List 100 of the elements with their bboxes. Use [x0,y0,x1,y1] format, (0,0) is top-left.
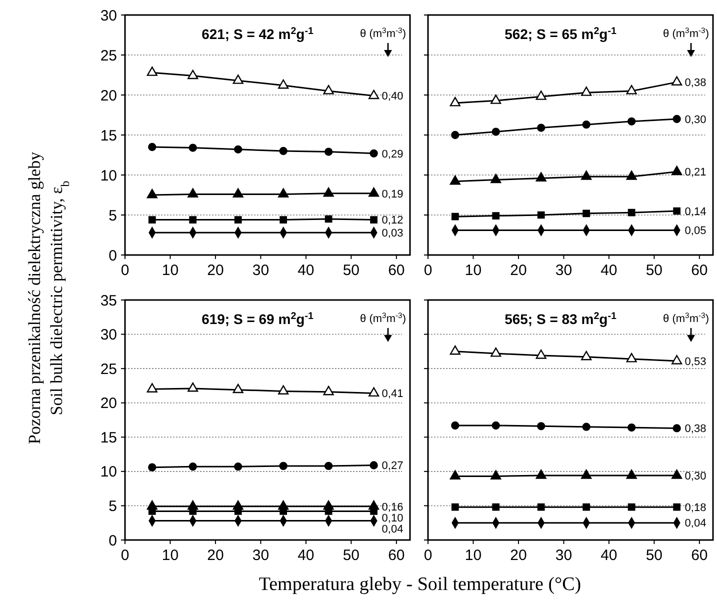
point [370,461,378,470]
series-label: 0,21 [684,166,706,179]
y-tick-label: 5 [108,207,117,224]
point [490,94,502,104]
point [672,470,682,479]
x-tick-label: 40 [600,547,618,564]
series-label: 0,05 [684,225,706,238]
series-label: 0,29 [382,148,404,160]
y-tick-label: 10 [100,167,117,184]
x-tick-label: 10 [162,547,179,564]
x-tick-label: 30 [252,262,270,279]
point [278,188,289,198]
point [323,187,334,197]
y-tick-label: 30 [100,326,117,344]
x-tick-label: 30 [252,547,270,564]
x-axis-title: Temperatura gleby - Soil temperature (°C) [258,574,582,595]
point [490,347,502,357]
point [581,350,592,360]
y-tick-label: 5 [108,498,117,515]
series-label: 0,38 [684,423,706,436]
y-tick-label: 15 [100,127,117,144]
x-tick-label: 0 [120,547,130,564]
point [627,117,636,126]
point [148,142,156,152]
text: 619; S = 69 m$^{2}$g$^{-1}$ [202,310,314,327]
point [450,470,460,480]
point [232,384,244,394]
point [323,84,334,94]
point [370,216,378,224]
text: 562; S = 65 m$^{2}$g$^{-1}$ [504,26,617,42]
point [672,355,682,364]
point [537,503,545,511]
point [278,385,289,395]
x-tick-label: 20 [207,262,224,279]
series-label: 0,16 [382,501,404,514]
point [628,503,636,511]
point [492,421,500,430]
x-tick-label: 60 [691,262,708,279]
point [673,207,680,215]
x-tick-label: 10 [162,262,179,279]
point [536,172,546,182]
text: 621; S = 42 m$^{2}$g$^{-1}$ [202,26,314,42]
x-tick-label: 30 [555,547,572,564]
y-tick-label: 25 [100,360,117,378]
series-label: 0,18 [684,502,706,514]
point [324,215,332,223]
point [451,503,459,511]
point [626,170,637,180]
x-tick-label: 50 [342,262,360,279]
x-tick-label: 20 [510,547,527,564]
point [672,424,681,432]
point [492,212,500,220]
point [536,470,546,479]
series-label: 0,27 [382,460,404,472]
point [626,352,637,362]
y-tick-label: 0 [108,247,117,264]
point [582,120,590,129]
point [450,345,460,355]
x-tick-label: 10 [464,262,482,279]
point [146,66,158,76]
point [672,76,682,86]
point [626,470,637,479]
y-tick-label: 15 [100,429,117,446]
point [279,462,288,470]
y-tick-label: 35 [100,292,117,310]
point [278,79,289,89]
point [188,188,198,198]
y-tick-label: 25 [100,47,117,64]
point [280,216,288,224]
point [673,503,680,511]
point [188,382,198,392]
legend-title: θ (m$^{3}$m$^{-3}$) [360,310,406,325]
point [189,216,197,224]
point [232,188,244,198]
series-label: 0,41 [382,388,404,400]
point [232,74,244,84]
point [451,421,460,430]
point [370,149,378,158]
point [323,386,334,396]
x-tick-label: 60 [691,547,708,564]
series-label: 0,53 [684,356,706,368]
point [148,216,156,224]
series-label: 0,04 [382,523,404,536]
point [626,84,637,94]
point [536,90,546,100]
point [581,470,592,479]
point [450,175,460,185]
x-tick-label: 0 [120,262,130,279]
point [368,187,380,197]
point [234,145,242,154]
point [279,146,288,156]
x-tick-label: 20 [510,262,527,279]
x-tick-label: 60 [388,547,405,564]
y-tick-label: 30 [100,7,117,24]
point [324,462,333,470]
series-label: 0,19 [382,188,404,200]
point [672,114,681,124]
x-tick-label: 30 [555,262,572,279]
point [324,148,333,156]
point [581,86,592,96]
